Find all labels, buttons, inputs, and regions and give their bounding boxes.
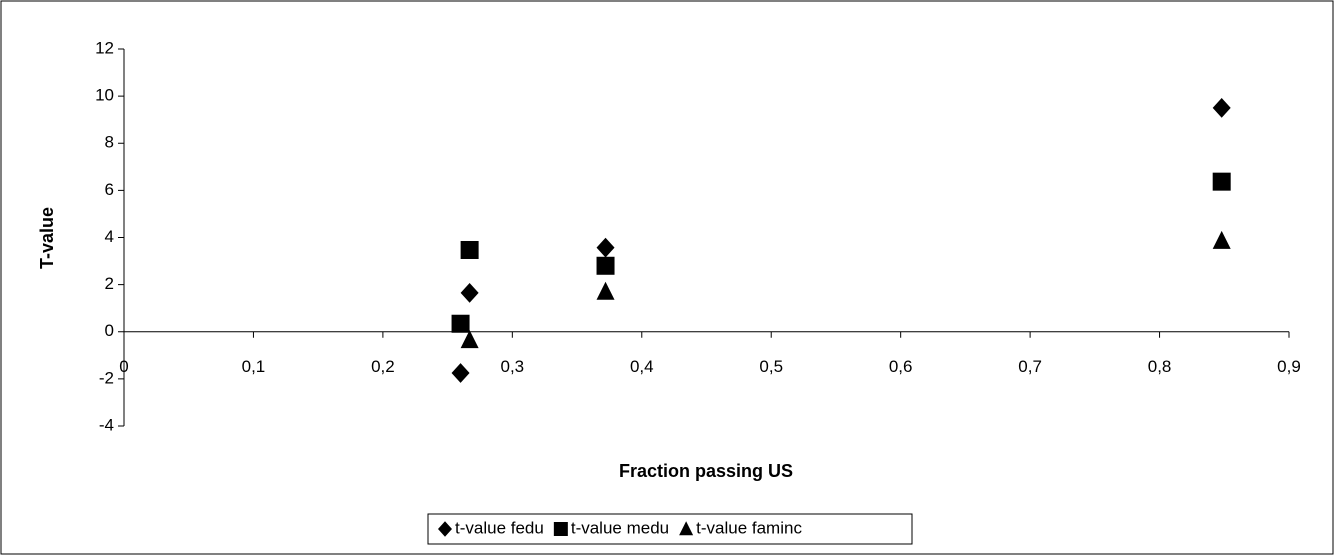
- y-tick-label: 4: [105, 227, 114, 246]
- y-tick-label: 12: [95, 38, 114, 57]
- y-tick-label: 10: [95, 86, 114, 105]
- y-tick-label: 2: [105, 274, 114, 293]
- legend-label: t-value faminc: [696, 518, 802, 537]
- marker-square: [460, 240, 479, 259]
- x-tick-label: 0,8: [1148, 357, 1172, 376]
- marker-diamond: [1212, 98, 1231, 118]
- x-axis-title: Fraction passing US: [619, 461, 793, 481]
- x-tick-label: 0,4: [630, 357, 654, 376]
- x-tick-label: 0,7: [1018, 357, 1042, 376]
- legend-box: [427, 513, 913, 545]
- x-tick-label: 0,6: [889, 357, 913, 376]
- marker-square: [553, 522, 568, 536]
- marker-square: [451, 314, 470, 333]
- legend-label: t-value fedu: [455, 518, 544, 537]
- x-tick-label: 0: [119, 357, 128, 376]
- marker-square: [1212, 172, 1231, 191]
- marker-triangle: [460, 330, 479, 349]
- marker-triangle: [679, 521, 694, 536]
- y-tick-label: 6: [105, 180, 114, 199]
- x-tick-label: 0,3: [501, 357, 525, 376]
- legend-label: t-value medu: [571, 518, 669, 537]
- x-tick-label: 0,2: [371, 357, 395, 376]
- marker-diamond: [438, 521, 452, 537]
- x-tick-label: 0,9: [1277, 357, 1301, 376]
- marker-triangle: [1212, 230, 1231, 249]
- y-tick-label: -4: [99, 415, 114, 434]
- y-axis-title: T-value: [37, 207, 57, 269]
- marker-diamond: [460, 282, 479, 303]
- y-tick-label: 8: [105, 133, 114, 152]
- x-tick-label: 0,1: [242, 357, 266, 376]
- marker-diamond: [596, 237, 615, 258]
- y-tick-label: 0: [105, 321, 114, 340]
- marker-square: [596, 256, 615, 275]
- y-tick-label: -2: [99, 368, 114, 387]
- marker-diamond: [451, 363, 470, 383]
- marker-triangle: [596, 281, 615, 300]
- x-tick-label: 0,5: [759, 357, 783, 376]
